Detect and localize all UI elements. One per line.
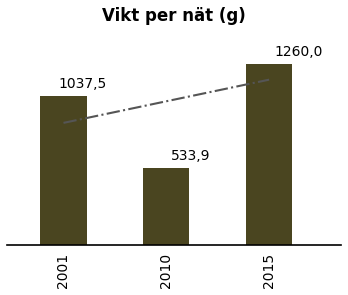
Bar [143,168,189,245]
Bar [40,96,87,245]
Title: Vikt per nät (g): Vikt per nät (g) [102,7,246,25]
Text: 1260,0: 1260,0 [274,45,323,59]
Text: 533,9: 533,9 [172,149,211,163]
Text: 1037,5: 1037,5 [58,77,106,91]
Bar [246,64,292,245]
